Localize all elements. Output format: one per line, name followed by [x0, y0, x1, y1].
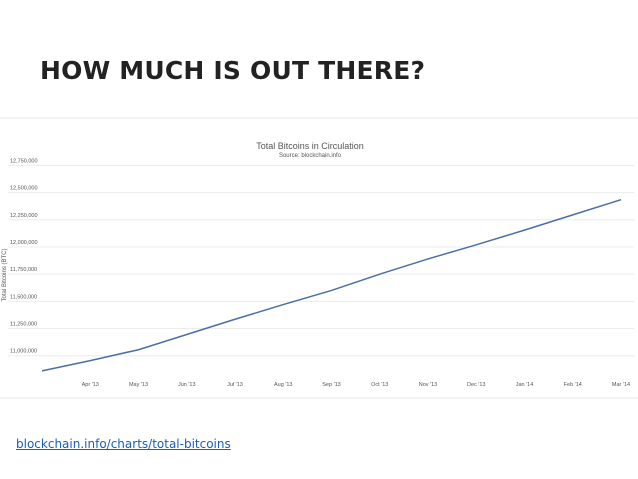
data-line	[41, 198, 622, 372]
x-tick-label: Oct '13	[371, 382, 388, 388]
x-tick-label: Jul '13	[227, 382, 243, 388]
x-tick-label: Mar '14	[612, 382, 630, 388]
y-tick-label: 12,750,000	[10, 158, 38, 164]
x-tick-label: Dec '13	[467, 382, 485, 388]
y-tick-label: 12,250,000	[10, 213, 38, 219]
y-tick-label: 12,000,000	[10, 240, 38, 246]
x-tick-label: Apr '13	[82, 382, 99, 388]
x-tick-label: May '13	[129, 382, 148, 388]
x-tick-label: Aug '13	[274, 382, 292, 388]
y-tick-label: 12,500,000	[10, 186, 38, 192]
chart-title: Total Bitcoins in Circulation	[256, 141, 364, 151]
slide-title: HOW MUCH IS OUT THERE?	[40, 56, 426, 85]
x-tick-label: Jan '14	[516, 382, 534, 388]
chart-subtitle: Source: blockchain.info	[279, 153, 342, 159]
x-tick-label: Sep '13	[322, 382, 340, 388]
y-axis-label: Total Bitcoins (BTC)	[2, 248, 8, 301]
y-tick-label: 11,750,000	[10, 267, 37, 273]
y-tick-label: 11,250,000	[10, 322, 37, 328]
x-tick-label: Feb '14	[564, 382, 582, 388]
source-link[interactable]: blockchain.info/charts/total-bitcoins	[16, 437, 231, 451]
x-tick-label: Jun '13	[178, 382, 196, 388]
y-tick-label: 11,000,000	[10, 349, 37, 355]
y-tick-label: 11,500,000	[10, 294, 37, 300]
x-tick-label: Nov '13	[419, 382, 437, 388]
